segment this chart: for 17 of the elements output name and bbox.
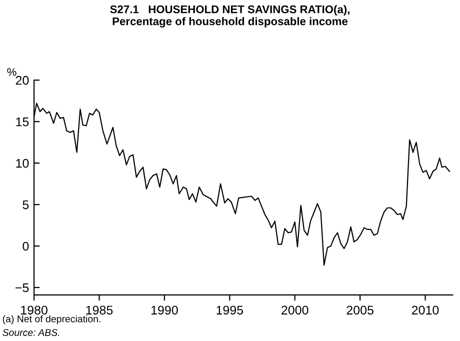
x-tick-label: 2010 [412, 306, 439, 315]
x-tick-label: 1995 [216, 306, 244, 315]
source-note: Source: ABS. [2, 329, 60, 336]
y-tick-label: −5 [16, 283, 29, 292]
y-tick-label: 0 [22, 242, 29, 251]
y-tick-label: 10 [16, 158, 29, 168]
x-tick-label: 2005 [346, 306, 374, 315]
x-tick-label: 1980 [21, 306, 48, 315]
y-tick-label: 20 [16, 76, 29, 85]
x-tick-label: 2000 [282, 306, 308, 315]
y-tick-label: 15 [16, 118, 29, 126]
chart-title: S27.1 HOUSEHOLD NET SAVINGS RATIO(a), Percentage of household disposable income [110, 5, 350, 28]
text: (a) Net of depreciation. [2, 315, 100, 324]
y-axis-title: % [7, 68, 16, 76]
y-tick-label: 5 [22, 200, 29, 210]
x-tick-label: 1990 [151, 306, 178, 315]
x-tick-label: 1985 [86, 306, 113, 315]
